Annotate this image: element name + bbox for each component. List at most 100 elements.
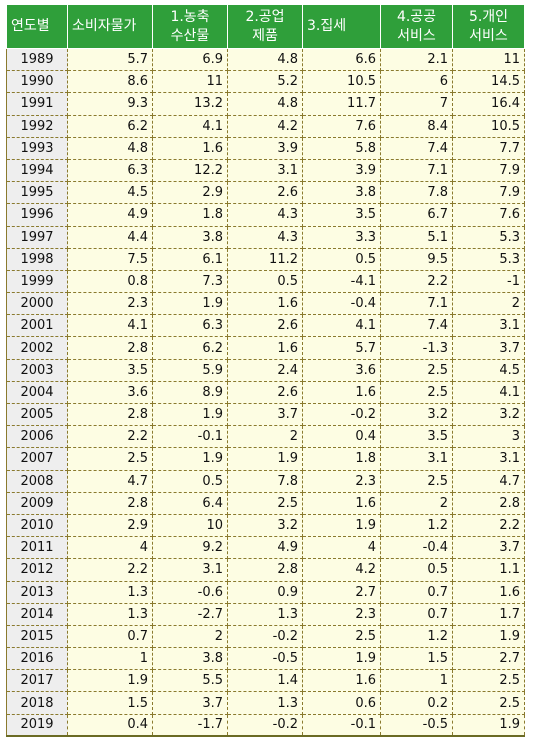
industrial-cell: 4.9 [227, 536, 303, 560]
cpi-table: 연도별 소비자물가 1.농축 수산물 2.공업 제품 3.집세 4.공공 서비스 5.… [6, 4, 525, 738]
cpi-cell: 2.2 [67, 425, 153, 449]
table-row: 1994 6.3 12.2 3.1 3.9 7.1 7.9 [6, 158, 525, 183]
public-service-cell: 2.2 [380, 269, 453, 294]
agri-cell: 6.4 [152, 491, 228, 515]
table-row: 2018 1.5 3.7 1.3 0.6 0.2 2.5 [6, 691, 525, 715]
year-cell: 2010 [6, 513, 68, 538]
rent-cell: 4.2 [302, 558, 381, 582]
year-cell: 2011 [6, 536, 68, 560]
header-cpi: 소비자물가 [67, 4, 153, 49]
year-cell: 2002 [6, 336, 68, 360]
year-cell: 1998 [6, 247, 68, 271]
public-service-cell: 6.7 [380, 203, 453, 227]
industrial-cell: 2.5 [227, 491, 303, 515]
cpi-cell: 9.3 [67, 92, 153, 116]
industrial-cell: 2.6 [227, 380, 303, 405]
industrial-cell: 4.8 [227, 92, 303, 116]
agri-cell: 3.8 [152, 225, 228, 249]
public-service-cell: 3.1 [380, 447, 453, 471]
industrial-cell: 1.4 [227, 669, 303, 693]
agri-cell: 7.3 [152, 269, 228, 294]
personal-service-cell: 3 [452, 425, 525, 449]
public-service-cell: 2.5 [380, 358, 453, 382]
industrial-cell: 4.3 [227, 225, 303, 249]
rent-cell: 7.6 [302, 114, 381, 138]
industrial-cell: 1.6 [227, 292, 303, 316]
year-cell: 2018 [6, 691, 68, 715]
cpi-cell: 1.5 [67, 691, 153, 715]
table-row: 2014 1.3 -2.7 1.3 2.3 0.7 1.7 [6, 602, 525, 626]
public-service-cell: 7.4 [380, 314, 453, 338]
year-cell: 1993 [6, 136, 68, 160]
agri-cell: 6.1 [152, 247, 228, 271]
public-service-cell: 5.1 [380, 225, 453, 249]
agri-cell: 3.8 [152, 647, 228, 671]
cpi-cell: 0.8 [67, 269, 153, 294]
year-cell: 2012 [6, 558, 68, 582]
agri-cell: 2.9 [152, 181, 228, 205]
public-service-cell: 3.5 [380, 425, 453, 449]
public-service-cell: 7 [380, 92, 453, 116]
agri-cell: 12.2 [152, 158, 228, 183]
rent-cell: 1.9 [302, 647, 381, 671]
agri-cell: 10 [152, 513, 228, 538]
rent-cell: 1.6 [302, 380, 381, 405]
table-row: 2017 1.9 5.5 1.4 1.6 1 2.5 [6, 669, 525, 693]
rent-cell: 3.6 [302, 358, 381, 382]
public-service-cell: 7.1 [380, 292, 453, 316]
table-row: 2016 1 3.8 -0.5 1.9 1.5 2.7 [6, 647, 525, 671]
year-cell: 1991 [6, 92, 68, 116]
cpi-cell: 2.8 [67, 402, 153, 427]
cpi-cell: 4.7 [67, 469, 153, 493]
public-service-cell: 9.5 [380, 247, 453, 271]
rent-cell: -0.4 [302, 292, 381, 316]
industrial-cell: 4.2 [227, 114, 303, 138]
year-cell: 2019 [6, 713, 68, 738]
table-row: 2004 3.6 8.9 2.6 1.6 2.5 4.1 [6, 380, 525, 405]
rent-cell: 10.5 [302, 70, 381, 94]
public-service-cell: 7.4 [380, 136, 453, 160]
rent-cell: 5.7 [302, 336, 381, 360]
rent-cell: 0.6 [302, 691, 381, 715]
rent-cell: 2.3 [302, 602, 381, 626]
rent-cell: -0.2 [302, 402, 381, 427]
personal-service-cell: 7.9 [452, 158, 525, 183]
cpi-cell: 0.4 [67, 713, 153, 738]
cpi-cell: 2.8 [67, 491, 153, 515]
personal-service-cell: 14.5 [452, 70, 525, 94]
public-service-cell: 8.4 [380, 114, 453, 138]
public-service-cell: 3.2 [380, 402, 453, 427]
agri-cell: 4.1 [152, 114, 228, 138]
year-cell: 2017 [6, 669, 68, 693]
cpi-cell: 4.4 [67, 225, 153, 249]
agri-cell: 6.9 [152, 48, 228, 72]
table-row: 2000 2.3 1.9 1.6 -0.4 7.1 2 [6, 292, 525, 316]
public-service-cell: -1.3 [380, 336, 453, 360]
industrial-cell: 4.3 [227, 203, 303, 227]
agri-cell: -0.1 [152, 425, 228, 449]
header-industrial: 2.공업 제품 [227, 4, 303, 49]
year-cell: 1989 [6, 48, 68, 72]
public-service-cell: 2.1 [380, 48, 453, 72]
table-row: 2003 3.5 5.9 2.4 3.6 2.5 4.5 [6, 358, 525, 382]
cpi-cell: 5.7 [67, 48, 153, 72]
personal-service-cell: 5.3 [452, 225, 525, 249]
personal-service-cell: 4.5 [452, 358, 525, 382]
table-row: 1998 7.5 6.1 11.2 0.5 9.5 5.3 [6, 247, 525, 271]
personal-service-cell: 1.7 [452, 602, 525, 626]
personal-service-cell: 3.7 [452, 536, 525, 560]
industrial-cell: 2.8 [227, 558, 303, 582]
personal-service-cell: 1.9 [452, 713, 525, 738]
agri-cell: 11 [152, 70, 228, 94]
rent-cell: -0.1 [302, 713, 381, 738]
year-cell: 1995 [6, 181, 68, 205]
agri-cell: 13.2 [152, 92, 228, 116]
year-cell: 2001 [6, 314, 68, 338]
year-cell: 2000 [6, 292, 68, 316]
rent-cell: 4 [302, 536, 381, 560]
table-row: 2019 0.4 -1.7 -0.2 -0.1 -0.5 1.9 [6, 713, 525, 738]
year-cell: 2013 [6, 580, 68, 604]
public-service-cell: 2.5 [380, 469, 453, 493]
public-service-cell: 0.7 [380, 602, 453, 626]
public-service-cell: 0.5 [380, 558, 453, 582]
